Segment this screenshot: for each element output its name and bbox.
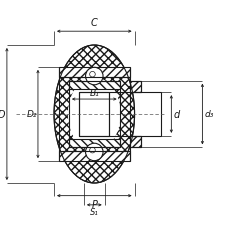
Bar bbox=[129, 136, 141, 148]
Circle shape bbox=[85, 68, 103, 85]
Bar bbox=[69, 140, 119, 148]
Bar bbox=[79, 93, 109, 136]
Circle shape bbox=[89, 72, 95, 78]
Text: S₁: S₁ bbox=[90, 207, 98, 216]
Bar bbox=[58, 151, 129, 161]
Text: B₁: B₁ bbox=[89, 88, 99, 97]
Ellipse shape bbox=[54, 46, 134, 183]
Circle shape bbox=[85, 144, 103, 161]
Bar bbox=[69, 81, 119, 89]
Bar bbox=[69, 81, 119, 89]
Bar bbox=[58, 151, 129, 161]
Text: D: D bbox=[0, 109, 5, 120]
Text: D₂: D₂ bbox=[26, 110, 37, 119]
Text: P: P bbox=[91, 199, 97, 209]
Bar bbox=[58, 68, 129, 78]
Circle shape bbox=[89, 148, 95, 153]
Bar bbox=[58, 68, 129, 78]
Text: d: d bbox=[173, 109, 180, 120]
Text: C: C bbox=[90, 18, 97, 28]
Bar bbox=[129, 136, 141, 148]
Bar bbox=[129, 81, 141, 93]
Bar bbox=[69, 140, 119, 148]
Ellipse shape bbox=[68, 78, 120, 151]
Bar bbox=[129, 81, 141, 93]
Text: d₃: d₃ bbox=[204, 110, 213, 119]
